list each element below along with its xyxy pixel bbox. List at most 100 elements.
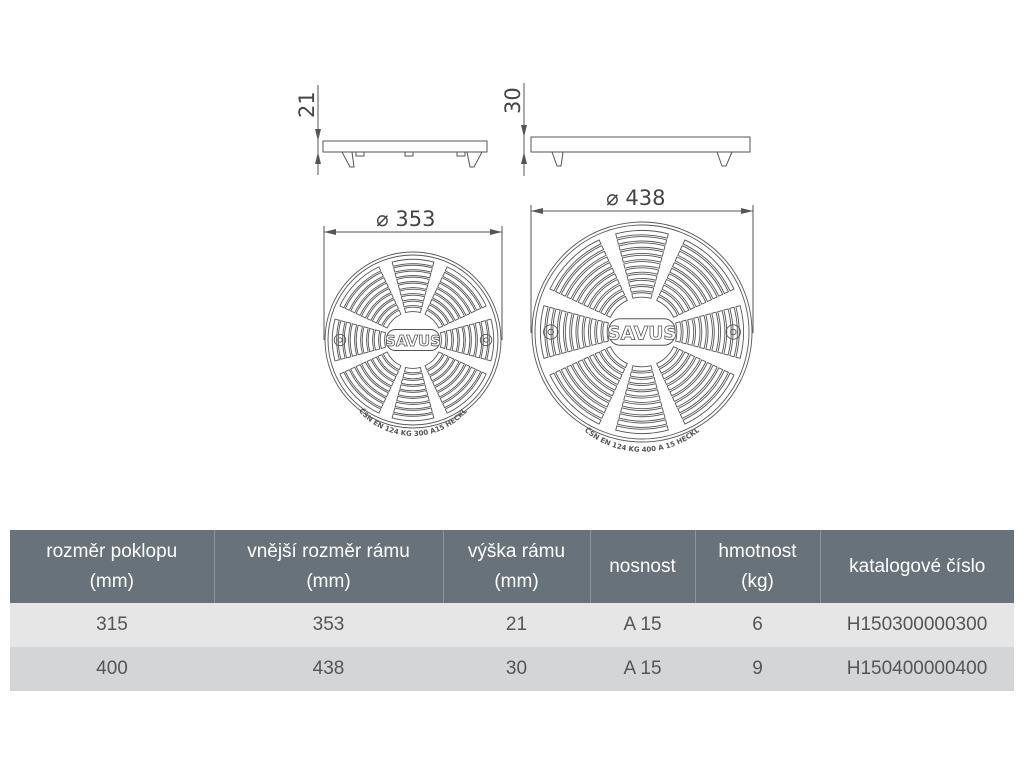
slot: [629, 286, 655, 293]
slot: [588, 354, 620, 386]
slot: [399, 288, 427, 296]
slot: [355, 282, 389, 316]
column-header: nosnost: [589, 530, 695, 603]
slot: [594, 351, 623, 380]
slot: [571, 361, 613, 403]
slot: [566, 364, 610, 408]
slot: [391, 258, 435, 267]
slot: [571, 313, 579, 351]
slot: [577, 267, 615, 305]
slot: [571, 261, 613, 303]
slot: [549, 372, 602, 425]
diameter-symbol: ⌀: [606, 186, 619, 210]
slot: [675, 321, 682, 343]
slot: [393, 407, 433, 416]
slot: [605, 295, 628, 318]
table-cell: A 15: [590, 603, 695, 647]
table-cell: 353: [214, 603, 443, 647]
brand-logo: SAVUS: [385, 332, 441, 350]
slot: [360, 361, 392, 393]
slot: [616, 236, 668, 245]
slot: [424, 351, 444, 371]
slot: [669, 267, 707, 305]
table-cell: 400: [10, 647, 214, 691]
slot: [583, 273, 618, 308]
slot: [711, 311, 720, 353]
slot: [486, 318, 495, 362]
slot: [402, 300, 424, 308]
slot: [596, 319, 603, 345]
slot: [623, 395, 661, 403]
table-cell: 30: [443, 647, 590, 691]
table-cell: 6: [695, 603, 820, 647]
slot: [628, 279, 656, 287]
slot: [474, 321, 483, 359]
slot: [432, 293, 460, 321]
slot: [631, 292, 653, 299]
diameter-dim-large: 438: [625, 186, 665, 210]
slot: [679, 245, 729, 295]
slot: [677, 367, 724, 414]
svg-text:⌀ 438: ⌀ 438: [606, 186, 665, 210]
slot: [451, 327, 459, 353]
slot: [434, 361, 466, 393]
slot: [566, 256, 610, 300]
slot: [620, 248, 664, 257]
slot: [666, 273, 701, 308]
slot: [339, 266, 382, 309]
slot: [615, 230, 669, 239]
slot: [631, 365, 653, 372]
specs-table: rozměr poklopu (mm) vnější rozměr rámu (mm)…: [10, 530, 1014, 691]
slot: [577, 359, 615, 397]
slot: [377, 304, 400, 327]
diameter-symbol: ⌀: [376, 207, 389, 231]
slot: [729, 306, 738, 358]
slot: [666, 356, 701, 391]
slot: [600, 290, 626, 316]
diameter-dim-small: 353: [395, 207, 435, 231]
brand-logo: SAVUS: [607, 324, 677, 345]
slot: [699, 314, 707, 350]
slot: [444, 371, 487, 414]
column-header-text: výška rámu: [467, 540, 566, 562]
slot: [560, 250, 607, 297]
slot: [437, 364, 471, 398]
slot: [555, 369, 605, 419]
slot: [621, 254, 663, 263]
slot: [658, 290, 684, 316]
large-side-view: [521, 83, 751, 176]
large-cover-top-view: SAVUS ČSN EN 124 KG 400 A 15 HECKL: [531, 221, 753, 454]
slot: [605, 346, 628, 369]
slot: [629, 371, 655, 378]
column-header-text: (mm): [306, 570, 351, 592]
slot: [400, 294, 426, 302]
slot: [583, 316, 591, 348]
slot: [437, 282, 471, 316]
cover-outline: [531, 221, 753, 443]
slot: [583, 356, 618, 391]
table-cell: H150300000300: [820, 603, 1014, 647]
slot: [626, 383, 658, 391]
slot: [564, 311, 573, 353]
slot: [371, 298, 397, 324]
slot: [371, 356, 397, 382]
slot: [555, 245, 605, 295]
slot: [602, 321, 609, 343]
slot: [391, 413, 435, 422]
slot: [600, 348, 626, 374]
small-side-view: [315, 85, 488, 175]
slot: [661, 284, 690, 313]
slot: [560, 367, 607, 414]
slot: [656, 295, 679, 318]
slot: [355, 364, 389, 398]
slot: [671, 361, 713, 403]
slot: [432, 359, 460, 387]
slot: [705, 313, 713, 351]
slot: [439, 330, 447, 350]
column-header-text: (kg): [741, 570, 774, 592]
slot: [594, 284, 623, 313]
slot: [337, 320, 346, 360]
slot: [442, 369, 482, 409]
slot: [402, 372, 424, 380]
slot: [682, 372, 735, 425]
